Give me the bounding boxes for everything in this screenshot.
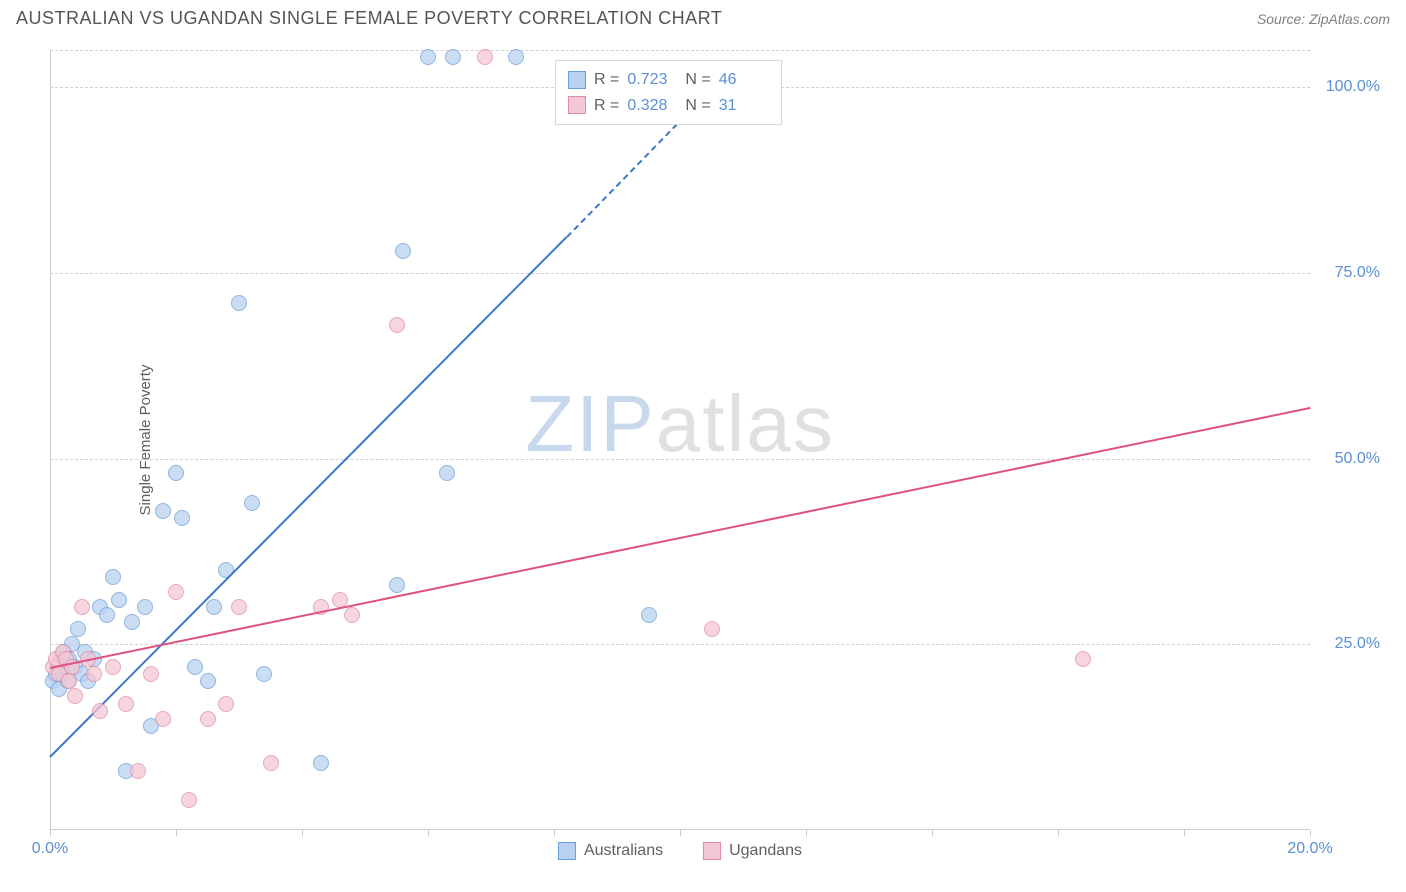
grid-line (50, 459, 1310, 460)
data-point (231, 599, 247, 615)
x-tick (302, 830, 303, 836)
source-name: ZipAtlas.com (1309, 11, 1390, 27)
data-point (124, 614, 140, 630)
legend-label: Australians (584, 842, 663, 860)
data-point (105, 659, 121, 675)
data-point (218, 562, 234, 578)
data-point (206, 599, 222, 615)
data-point (187, 659, 203, 675)
data-point (704, 621, 720, 637)
data-point (137, 599, 153, 615)
data-point (200, 673, 216, 689)
data-point (389, 577, 405, 593)
data-point (508, 49, 524, 65)
data-point (155, 503, 171, 519)
legend-label: Ugandans (729, 842, 802, 860)
x-tick-label: 20.0% (1287, 840, 1332, 858)
x-tick (428, 830, 429, 836)
x-tick (932, 830, 933, 836)
source-prefix: Source: (1257, 11, 1309, 27)
data-point (168, 465, 184, 481)
data-point (313, 755, 329, 771)
stat-r-value: 0.723 (627, 67, 677, 93)
data-point (67, 688, 83, 704)
data-point (86, 666, 102, 682)
watermark: ZIPatlas (525, 378, 834, 470)
y-axis-line (50, 50, 51, 830)
data-point (92, 703, 108, 719)
data-point (200, 711, 216, 727)
data-point (143, 666, 159, 682)
x-tick (680, 830, 681, 836)
stat-r-label: R = (594, 93, 619, 119)
grid-line (50, 644, 1310, 645)
legend-swatch (703, 842, 721, 860)
data-point (70, 621, 86, 637)
data-point (395, 243, 411, 259)
data-point (130, 763, 146, 779)
stats-box: R = 0.723 N = 46 R = 0.328 N = 31 (555, 60, 782, 125)
y-tick-label: 75.0% (1335, 264, 1380, 282)
data-point (263, 755, 279, 771)
data-point (105, 569, 121, 585)
data-point (118, 696, 134, 712)
data-point (641, 607, 657, 623)
data-point (445, 49, 461, 65)
data-point (439, 465, 455, 481)
legend-item: Australians (558, 842, 663, 860)
data-point (155, 711, 171, 727)
x-tick (1184, 830, 1185, 836)
data-point (61, 673, 77, 689)
stat-r-value: 0.328 (627, 93, 677, 119)
data-point (344, 607, 360, 623)
stats-row: R = 0.723 N = 46 (568, 67, 769, 93)
stat-r-label: R = (594, 67, 619, 93)
data-point (168, 584, 184, 600)
x-tick-label: 0.0% (32, 840, 68, 858)
data-point (256, 666, 272, 682)
data-point (181, 792, 197, 808)
stat-n-value: 31 (719, 93, 769, 119)
data-point (111, 592, 127, 608)
watermark-zip: ZIP (525, 379, 655, 468)
series-swatch (568, 71, 586, 89)
scatter-plot: ZIPatlas 25.0%50.0%75.0%100.0%0.0%20.0%R… (50, 50, 1310, 830)
data-point (420, 49, 436, 65)
x-tick (176, 830, 177, 836)
data-point (231, 295, 247, 311)
y-tick-label: 100.0% (1326, 78, 1380, 96)
data-point (1075, 651, 1091, 667)
data-point (99, 607, 115, 623)
trend-line (49, 236, 567, 757)
stats-row: R = 0.328 N = 31 (568, 93, 769, 119)
x-tick (1058, 830, 1059, 836)
data-point (174, 510, 190, 526)
trend-line (50, 407, 1310, 669)
header: AUSTRALIAN VS UGANDAN SINGLE FEMALE POVE… (0, 0, 1406, 33)
chart-title: AUSTRALIAN VS UGANDAN SINGLE FEMALE POVE… (16, 8, 722, 29)
legend: Australians Ugandans (558, 842, 802, 860)
grid-line (50, 50, 1310, 51)
data-point (244, 495, 260, 511)
watermark-atlas: atlas (656, 379, 835, 468)
y-tick-label: 50.0% (1335, 450, 1380, 468)
stat-n-label: N = (685, 93, 710, 119)
stat-n-value: 46 (719, 67, 769, 93)
source-attribution: Source: ZipAtlas.com (1257, 11, 1390, 27)
data-point (389, 317, 405, 333)
grid-line (50, 273, 1310, 274)
x-tick (50, 830, 51, 836)
x-tick (554, 830, 555, 836)
y-tick-label: 25.0% (1335, 635, 1380, 653)
data-point (218, 696, 234, 712)
data-point (74, 599, 90, 615)
x-tick (806, 830, 807, 836)
x-tick (1310, 830, 1311, 836)
chart-area: Single Female Poverty ZIPatlas 25.0%50.0… (50, 50, 1390, 830)
legend-item: Ugandans (703, 842, 802, 860)
legend-swatch (558, 842, 576, 860)
stat-n-label: N = (685, 67, 710, 93)
data-point (477, 49, 493, 65)
series-swatch (568, 96, 586, 114)
